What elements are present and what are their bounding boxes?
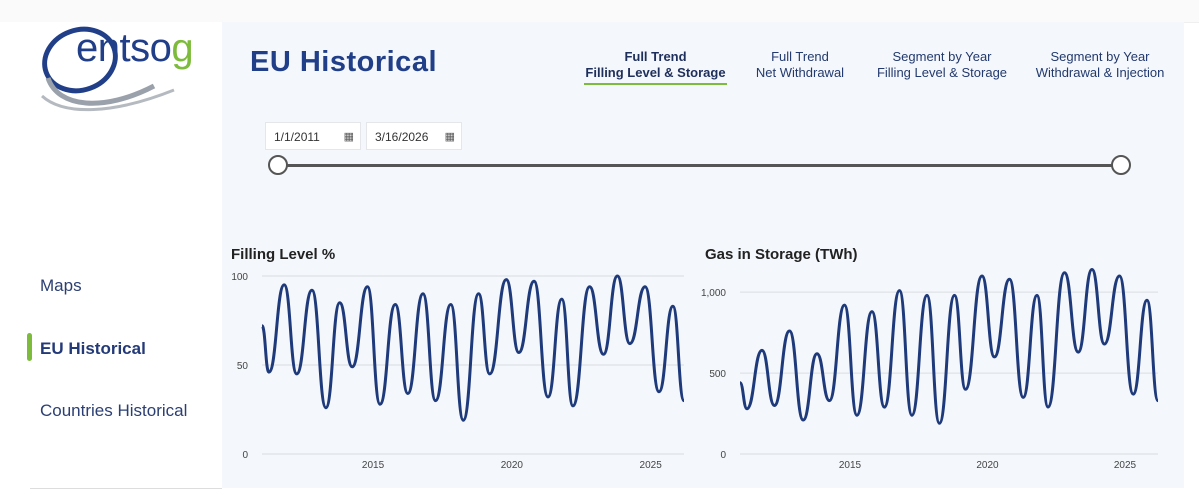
gas-storage-chart-title: Gas in Storage (TWh): [705, 246, 858, 263]
tab-line1: Full Trend: [624, 49, 687, 64]
active-tab-underline: [584, 83, 727, 85]
y-tick-label: 0: [242, 450, 248, 461]
start-date-value: 1/1/2011: [274, 130, 320, 144]
tab-line2: Withdrawal & Injection: [1035, 65, 1165, 80]
series-line: [738, 268, 1160, 425]
tab-line2: Net Withdrawal: [755, 65, 845, 80]
x-tick-label: 2020: [976, 460, 999, 471]
divider: [30, 488, 222, 489]
date-slider-start-handle[interactable]: [268, 155, 288, 175]
main-panel: [222, 22, 1184, 488]
tab-segment-withdrawal[interactable]: Segment by Year Withdrawal & Injection: [1030, 49, 1170, 81]
date-slider-track[interactable]: [278, 164, 1121, 167]
y-tick-label: 1,000: [701, 288, 726, 299]
x-tick-label: 2015: [839, 460, 862, 471]
logo-text-accent: g: [171, 26, 194, 70]
tab-line1: Full Trend: [771, 49, 829, 64]
filling-level-chart-title: Filling Level %: [231, 246, 336, 263]
logo-text-main: entso: [76, 26, 172, 70]
end-date-field[interactable]: 3/16/2026 ▦: [366, 122, 462, 150]
logo-wordmark: entsog: [76, 26, 194, 71]
entsog-logo: [34, 16, 214, 126]
page-title: EU Historical: [250, 46, 437, 78]
calendar-icon[interactable]: ▦: [343, 131, 354, 143]
x-tick-label: 2025: [640, 460, 663, 471]
date-slider-end-handle[interactable]: [1111, 155, 1131, 175]
filling-level-chart: 0 50 100 2015 2020 2025: [231, 272, 686, 471]
tab-full-trend-withdrawal[interactable]: Full Trend Net Withdrawal: [748, 49, 852, 81]
start-date-field[interactable]: 1/1/2011 ▦: [265, 122, 361, 150]
logo-swoosh-icon: [40, 26, 175, 112]
tab-segment-filling[interactable]: Segment by Year Filling Level & Storage: [874, 49, 1010, 81]
tab-line1: Segment by Year: [1050, 49, 1150, 64]
active-nav-marker: [27, 333, 32, 361]
tab-full-trend-filling[interactable]: Full Trend Filling Level & Storage: [584, 49, 727, 81]
y-tick-label: 50: [237, 361, 249, 372]
gas-storage-chart: 0 500 1,000 2015 2020 2025: [701, 268, 1160, 471]
tab-line1: Segment by Year: [892, 49, 992, 64]
y-tick-label: 100: [231, 272, 248, 283]
tab-line2: Filling Level & Storage: [585, 65, 726, 80]
sidebar-item-maps[interactable]: Maps: [40, 276, 82, 295]
y-tick-label: 500: [709, 369, 726, 380]
sidebar-item-countries-historical[interactable]: Countries Historical: [40, 401, 188, 420]
y-tick-label: 0: [720, 450, 726, 461]
calendar-icon[interactable]: ▦: [444, 131, 455, 143]
x-tick-label: 2015: [362, 460, 385, 471]
x-tick-label: 2025: [1114, 460, 1137, 471]
series-line: [260, 274, 686, 422]
tab-line2: Filling Level & Storage: [876, 65, 1008, 80]
end-date-value: 3/16/2026: [375, 130, 429, 144]
x-tick-label: 2020: [501, 460, 524, 471]
sidebar-item-eu-historical[interactable]: EU Historical: [40, 339, 146, 358]
